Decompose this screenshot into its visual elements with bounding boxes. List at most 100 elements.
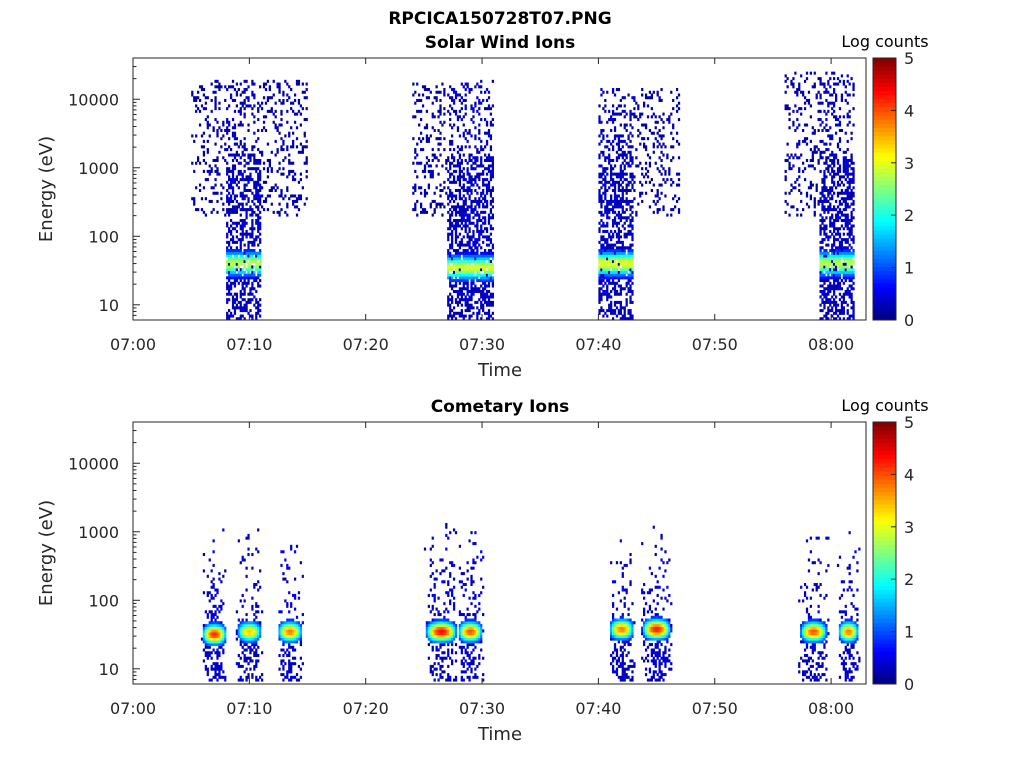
- heatmap-cell: [834, 246, 838, 250]
- heatmap-cell: [637, 107, 640, 111]
- heatmap-cell: [452, 123, 456, 127]
- heatmap-cell: [412, 191, 415, 195]
- heatmap-cell: [228, 183, 231, 187]
- heatmap-cell: [625, 156, 628, 160]
- heatmap-cell: [613, 219, 617, 223]
- heatmap-cell: [656, 167, 659, 171]
- heatmap-cell: [600, 243, 603, 247]
- heatmap-cell: [229, 197, 233, 201]
- heatmap-cell: [429, 172, 432, 176]
- heatmap-cell: [247, 645, 250, 649]
- heatmap-cell: [819, 169, 822, 173]
- heatmap-cell: [672, 145, 675, 149]
- heatmap-cell: [212, 675, 215, 679]
- heatmap-cell: [833, 191, 836, 195]
- heatmap-cell: [815, 150, 818, 154]
- heatmap-cell: [825, 128, 828, 132]
- heatmap-cell: [613, 191, 617, 195]
- heatmap-cell: [237, 109, 240, 113]
- heatmap-cell: [850, 276, 853, 280]
- heatmap-cell: [615, 246, 619, 250]
- heatmap-cell: [809, 71, 812, 75]
- heatmap-cell: [241, 284, 244, 288]
- heatmap-cell: [466, 219, 469, 223]
- heatmap-cell: [613, 202, 617, 206]
- heatmap-cell: [292, 645, 295, 649]
- heatmap-cell: [257, 208, 260, 212]
- heatmap-cell: [451, 240, 454, 244]
- heatmap-cell: [423, 88, 427, 92]
- heatmap-cell: [301, 148, 304, 152]
- heatmap-cell: [286, 189, 289, 193]
- heatmap-cell: [660, 145, 663, 149]
- y-tick-label: 1000: [78, 159, 119, 178]
- heatmap-cell: [425, 621, 429, 625]
- heatmap-cell: [253, 96, 256, 100]
- heatmap-cell: [606, 202, 609, 206]
- heatmap-cell: [288, 637, 291, 641]
- heatmap-cell: [604, 254, 607, 258]
- heatmap-cell: [255, 238, 258, 242]
- heatmap-cell: [848, 317, 851, 321]
- heatmap-cell: [439, 202, 442, 206]
- heatmap-cell: [460, 289, 463, 294]
- heatmap-cell: [821, 246, 824, 250]
- heatmap-cell: [831, 186, 834, 190]
- heatmap-cell: [817, 90, 820, 94]
- heatmap-cell: [629, 289, 632, 294]
- heatmap-cell: [629, 205, 632, 209]
- heatmap-cell: [247, 281, 250, 285]
- heatmap-cell: [284, 558, 287, 562]
- heatmap-cell: [462, 317, 465, 321]
- heatmap-cell: [247, 96, 250, 100]
- heatmap-cell: [195, 109, 198, 113]
- heatmap-cell: [284, 629, 287, 633]
- heatmap-cell: [451, 287, 454, 291]
- heatmap-cell: [850, 232, 853, 236]
- heatmap-cell: [251, 604, 254, 608]
- heatmap-cell: [489, 249, 493, 253]
- heatmap-cell: [454, 268, 458, 272]
- heatmap-cell: [460, 186, 463, 190]
- heatmap-cell: [829, 153, 832, 157]
- heatmap-cell: [611, 189, 615, 193]
- heatmap-cell: [848, 270, 851, 274]
- heatmap-cell: [821, 265, 824, 269]
- heatmap-cell: [831, 153, 834, 157]
- heatmap-cell: [844, 270, 847, 274]
- heatmap-cell: [470, 268, 473, 272]
- heatmap-cell: [460, 259, 463, 263]
- heatmap-cell: [290, 637, 293, 641]
- heatmap-cell: [253, 583, 256, 587]
- heatmap-cell: [611, 180, 615, 184]
- heatmap-cell: [641, 88, 644, 92]
- heatmap-cell: [468, 289, 471, 294]
- heatmap-cell: [251, 634, 254, 638]
- heatmap-cell: [241, 227, 244, 231]
- heatmap-cell: [305, 96, 308, 100]
- heatmap-cell: [206, 623, 209, 627]
- heatmap-cell: [251, 93, 254, 97]
- heatmap-cell: [220, 607, 223, 611]
- heatmap-cell: [447, 300, 450, 304]
- heatmap-cell: [600, 281, 603, 285]
- heatmap-cell: [472, 109, 475, 113]
- heatmap-cell: [844, 202, 847, 206]
- heatmap-cell: [243, 148, 246, 152]
- heatmap-cell: [489, 191, 493, 195]
- heatmap-cell: [456, 221, 460, 225]
- heatmap-cell: [458, 259, 462, 263]
- heatmap-cell: [474, 268, 477, 272]
- heatmap-cell: [293, 550, 297, 554]
- heatmap-cell: [827, 148, 830, 152]
- heatmap-cell: [462, 213, 465, 217]
- heatmap-cell: [474, 161, 477, 165]
- heatmap-cell: [414, 205, 417, 209]
- heatmap-cell: [255, 189, 258, 193]
- heatmap-cell: [449, 85, 452, 89]
- heatmap-cell: [796, 142, 799, 146]
- heatmap-cell: [827, 167, 830, 171]
- heatmap-cell: [483, 270, 487, 274]
- heatmap-cell: [433, 199, 436, 203]
- heatmap-cell: [815, 183, 818, 187]
